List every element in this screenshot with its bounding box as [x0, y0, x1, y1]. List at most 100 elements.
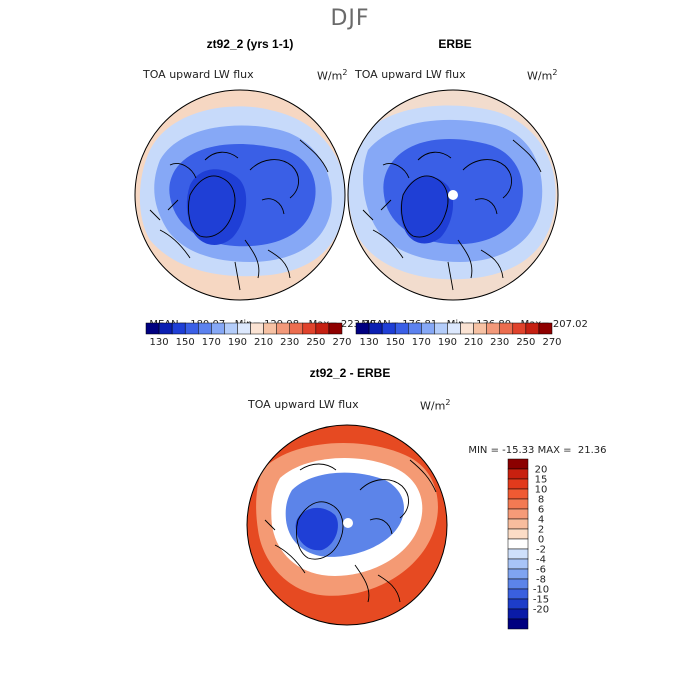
season-title: DJF: [330, 6, 370, 31]
diff-colorbar-tick-label: -8: [536, 575, 546, 586]
diff-colorbar-swatch: [507, 598, 529, 610]
diff-colorbar-swatch: [507, 468, 529, 480]
model-colorbar-swatch: [224, 322, 238, 335]
diff-colorbar-tick-label: -10: [533, 585, 549, 596]
model-colorbar-tick-label: 250: [306, 337, 325, 348]
model-colorbar-tick-label: 190: [228, 337, 247, 348]
obs-colorbar-swatch: [512, 322, 527, 335]
obs-variable-label: TOA upward LW flux: [355, 68, 466, 81]
model-colorbar-swatch: [302, 322, 317, 335]
obs-colorbar-swatch: [447, 322, 461, 335]
model-colorbar-swatch: [328, 322, 343, 335]
diff-colorbar-swatch: [507, 478, 529, 490]
diff-colorbar-tick-label: 2: [538, 525, 544, 536]
model-colorbar-swatch: [211, 322, 225, 335]
diff-panel-title: zt92_2 - ERBE: [309, 366, 391, 380]
model-colorbar-swatch: [289, 322, 304, 335]
obs-colorbar-swatch: [525, 322, 540, 335]
diff-colorbar-swatch: [507, 498, 529, 510]
obs-colorbar-tick-label: 190: [438, 337, 457, 348]
obs-colorbar-swatch: [355, 322, 370, 335]
obs-colorbar-swatch: [394, 322, 409, 335]
obs-colorbar-swatch: [486, 322, 500, 335]
obs-colorbar-tick-label: 270: [542, 337, 561, 348]
obs-colorbar-swatch: [499, 322, 514, 335]
diff-colorbar-swatch: [507, 588, 529, 600]
model-colorbar-swatch: [315, 322, 330, 335]
diff-colorbar-swatch: [507, 578, 529, 590]
diff-units-label: W/m2: [420, 398, 451, 413]
model-colorbar: 130 150 170 190 210 230 250 270: [145, 322, 352, 348]
diff-colorbar-tick-label: -15: [533, 595, 549, 606]
diff-colorbar-tick-label: 8: [538, 495, 544, 506]
diff-colorbar-swatch: [507, 548, 529, 560]
obs-map-deep-low: [400, 175, 454, 244]
diff-colorbar-swatch: [507, 458, 529, 470]
obs-colorbar-tick-label: 230: [490, 337, 509, 348]
model-colorbar-swatch: [263, 322, 277, 335]
model-colorbar-swatch: [145, 322, 160, 335]
obs-colorbar-swatch: [473, 322, 487, 335]
model-colorbar-swatch: [171, 322, 186, 335]
model-colorbar-tick-label: 210: [254, 337, 273, 348]
diff-colorbar-swatch: [507, 538, 529, 550]
obs-colorbar-swatch: [368, 322, 383, 335]
model-map-deep-low: [186, 169, 247, 245]
diff-colorbar-tick-label: 4: [538, 515, 544, 526]
diff-colorbar-tick-label: 0: [538, 535, 544, 546]
diff-coastlines: [264, 459, 437, 603]
model-colorbar-swatch: [198, 322, 212, 335]
model-variable-label: TOA upward LW flux: [143, 68, 254, 81]
obs-colorbar-swatch: [460, 322, 474, 335]
diff-colorbar-tick-label: -4: [536, 555, 546, 566]
diff-pole-gap: [343, 518, 353, 528]
obs-colorbar-swatch: [408, 322, 422, 335]
diff-map-strong-negative: [295, 507, 338, 551]
obs-colorbar-tick-label: 130: [360, 337, 379, 348]
model-coastlines: [149, 139, 329, 291]
obs-colorbar-tick-label: 170: [412, 337, 431, 348]
obs-panel-title: ERBE: [438, 37, 472, 51]
diff-colorbar-swatch: [507, 608, 529, 620]
diff-colorbar-tick-label: -20: [533, 605, 549, 616]
diff-colorbar-swatch: [507, 488, 529, 500]
obs-colorbar-swatch: [421, 322, 435, 335]
diff-colorbar-swatch: [507, 568, 529, 580]
model-colorbar-swatch: [250, 322, 264, 335]
diff-stats: MIN = -15.33 MAX = 21.36: [468, 445, 607, 456]
obs-colorbar: 130 150 170 190 210 230 250 270: [355, 322, 562, 348]
model-colorbar-tick-label: 230: [280, 337, 299, 348]
diff-colorbar-tick-label: 10: [535, 485, 548, 496]
obs-colorbar-swatch: [381, 322, 396, 335]
diff-colorbar-tick-label: -6: [536, 565, 546, 576]
obs-colorbar-tick-label: 150: [386, 337, 405, 348]
diff-colorbar-swatch: [507, 508, 529, 520]
model-polar-map: [135, 90, 345, 300]
model-colorbar-tick-label: 130: [150, 337, 169, 348]
model-units-label: W/m2: [317, 68, 348, 83]
diff-colorbar-swatch: [507, 558, 529, 570]
diff-colorbar-tick-label: -2: [536, 545, 546, 556]
diff-variable-label: TOA upward LW flux: [248, 398, 359, 411]
model-colorbar-tick-label: 170: [202, 337, 221, 348]
obs-map-border: [347, 89, 559, 301]
model-panel-title: zt92_2 (yrs 1-1): [206, 37, 294, 51]
model-colorbar-swatch: [237, 322, 251, 335]
diff-colorbar-swatch: [507, 618, 529, 630]
obs-colorbar-swatch: [434, 322, 448, 335]
model-colorbar-swatch: [158, 322, 173, 335]
model-colorbar-tick-label: 150: [176, 337, 195, 348]
model-colorbar-swatch: [276, 322, 290, 335]
diff-colorbar-tick-label: 20: [535, 465, 548, 476]
model-colorbar-swatch: [184, 322, 199, 335]
diff-map-border: [246, 424, 448, 626]
model-map-border: [134, 89, 346, 301]
diff-colorbar-swatch: [507, 518, 529, 530]
obs-colorbar-tick-label: 250: [516, 337, 535, 348]
obs-units-label: W/m2: [527, 68, 558, 83]
obs-coastlines: [362, 139, 542, 291]
diff-colorbar-tick-label: 15: [535, 475, 548, 486]
diff-colorbar-tick-label: 6: [538, 505, 544, 516]
